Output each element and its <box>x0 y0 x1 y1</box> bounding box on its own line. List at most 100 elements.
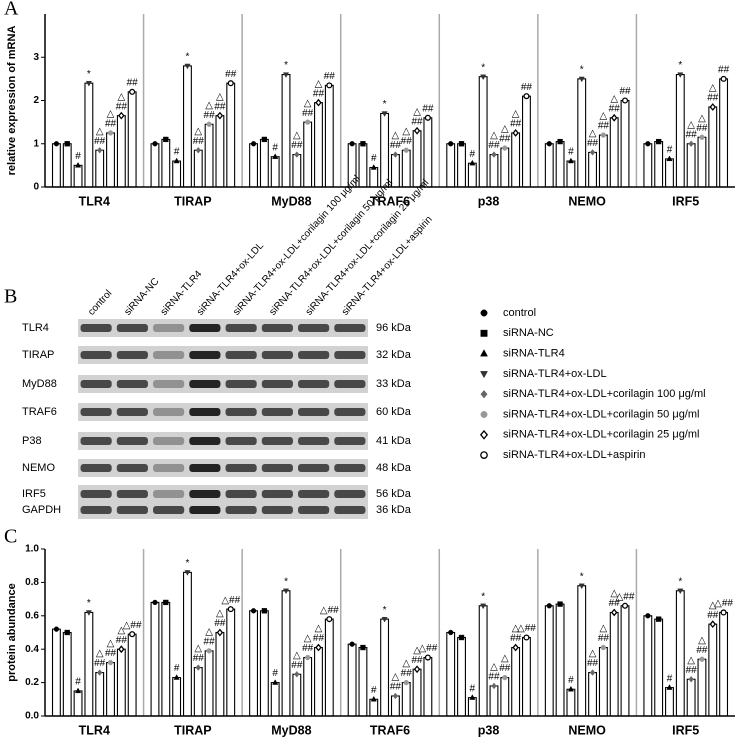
blot-band <box>116 324 148 332</box>
blot-strip <box>78 459 368 477</box>
significance-label: * <box>284 576 288 587</box>
blot-strip <box>78 432 368 450</box>
y-axis-title: relative expression of mRNA <box>6 26 18 176</box>
marker <box>621 602 629 609</box>
bar <box>127 91 137 188</box>
blot-band <box>153 490 185 498</box>
significance-label: △ <box>402 126 410 137</box>
significance-label: △ <box>402 658 410 669</box>
marker <box>129 631 136 638</box>
significance-label: ## <box>510 633 522 644</box>
bar <box>401 149 411 188</box>
blot-strip <box>78 501 368 519</box>
bar <box>643 143 653 188</box>
marker <box>326 82 333 89</box>
significance-label: △## <box>320 605 339 616</box>
marker <box>294 151 300 158</box>
marker <box>448 141 454 147</box>
bar <box>654 141 664 188</box>
marker <box>424 114 431 121</box>
significance-label: △ <box>304 98 312 109</box>
bar <box>204 123 214 188</box>
chart: protein abundance 0.0 0.2 0.4 0.6 0.8 1.0 TLR4 #… <box>6 544 735 737</box>
y-axis-title: protein abundance <box>6 583 18 681</box>
bar <box>544 605 554 717</box>
marker <box>491 682 497 690</box>
marker <box>152 141 158 147</box>
marker <box>349 641 355 647</box>
bar <box>270 682 280 717</box>
bar <box>193 149 203 188</box>
marker <box>512 129 519 137</box>
significance-label: ## <box>390 682 402 693</box>
x-tick-label: IRF5 <box>672 723 699 737</box>
blot-band <box>189 506 221 514</box>
bar <box>62 143 72 188</box>
blot-band <box>116 464 148 472</box>
significance-label: ## <box>587 658 599 669</box>
blot-band <box>334 380 366 388</box>
marker <box>458 634 465 641</box>
marker <box>666 155 673 162</box>
significance-label: △ <box>600 623 608 634</box>
bar <box>73 164 83 188</box>
marker <box>173 674 180 680</box>
significance-label: △ <box>392 130 400 141</box>
significance-label: △ <box>490 662 498 673</box>
bar <box>467 697 477 717</box>
blot-band <box>153 437 185 445</box>
bar <box>193 667 203 717</box>
bar <box>51 143 61 188</box>
bar <box>292 673 302 717</box>
marker <box>326 616 333 623</box>
chart: relative expression of mRNA0123TLR4#*△##… <box>6 14 735 208</box>
bar <box>106 132 115 188</box>
blot-band <box>153 408 185 416</box>
significance-label: * <box>481 62 485 73</box>
bar <box>423 656 433 717</box>
blot-row-label: NEMO <box>22 462 55 474</box>
bar <box>324 618 334 717</box>
blot-size-label: 60 kDa <box>376 406 412 418</box>
significance-label: △ <box>194 643 202 654</box>
marker <box>315 643 322 652</box>
blot-band <box>80 408 112 416</box>
bar <box>609 611 619 717</box>
marker <box>403 679 409 686</box>
marker <box>206 121 212 127</box>
significance-label: * <box>87 598 91 609</box>
marker <box>195 664 201 671</box>
marker <box>107 659 114 666</box>
significance-label: ## <box>313 88 325 99</box>
bar <box>172 160 182 188</box>
significance-label: △ <box>293 130 301 141</box>
bar <box>412 130 422 188</box>
significance-label: ## <box>696 645 708 656</box>
marker <box>261 136 268 143</box>
significance-label: ## <box>488 672 500 683</box>
bar <box>324 84 334 188</box>
marker <box>502 145 508 151</box>
bar <box>489 685 499 717</box>
significance-label: * <box>580 571 584 582</box>
significance-label: ## <box>324 71 336 82</box>
bar <box>598 646 608 717</box>
blot-band <box>334 490 366 498</box>
bar <box>522 636 531 717</box>
marker <box>107 130 114 136</box>
marker <box>589 669 596 676</box>
significance-label: * <box>87 69 91 80</box>
significance-label: △## <box>123 620 142 631</box>
bar <box>511 646 521 717</box>
bar <box>281 74 291 188</box>
marker <box>129 88 136 95</box>
blot-row-label: IRF5 <box>22 488 46 500</box>
x-tick-label: NEMO <box>568 194 606 208</box>
bar <box>457 143 466 188</box>
bar <box>697 658 707 717</box>
significance-label: ## <box>707 610 719 621</box>
significance-label: △ <box>501 653 509 664</box>
legend-label: siRNA-TLR4+ox-LDL+corilagin 50 μg/ml <box>503 408 699 420</box>
marker <box>600 132 607 138</box>
bar <box>643 615 653 717</box>
